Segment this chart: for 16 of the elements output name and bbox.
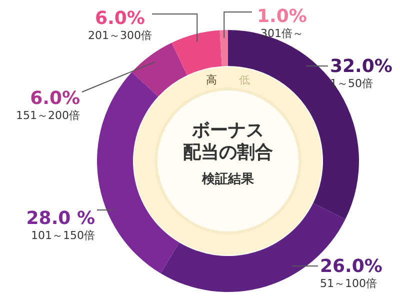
- data-label: 26.0%: [320, 256, 382, 277]
- slice-label: 101～150倍: [31, 229, 95, 242]
- text: ボーナス: [191, 120, 264, 141]
- text: 検証結果: [201, 171, 255, 187]
- text: 配当の割合: [183, 142, 273, 163]
- slice-label: 201～300倍: [88, 29, 152, 42]
- text: 低: [238, 74, 250, 87]
- slice-label: 51～100倍: [320, 277, 377, 290]
- data-label: 6.0%: [30, 88, 80, 109]
- data-label: 1.0%: [257, 6, 307, 27]
- data-label: 6.0%: [95, 8, 145, 29]
- data-label: 28.0 %: [26, 208, 95, 229]
- slice-label: 151～200倍: [16, 109, 80, 122]
- text: 高: [206, 74, 218, 87]
- data-label: 32.0%: [330, 56, 392, 77]
- slice-label: 301倍～: [260, 27, 304, 40]
